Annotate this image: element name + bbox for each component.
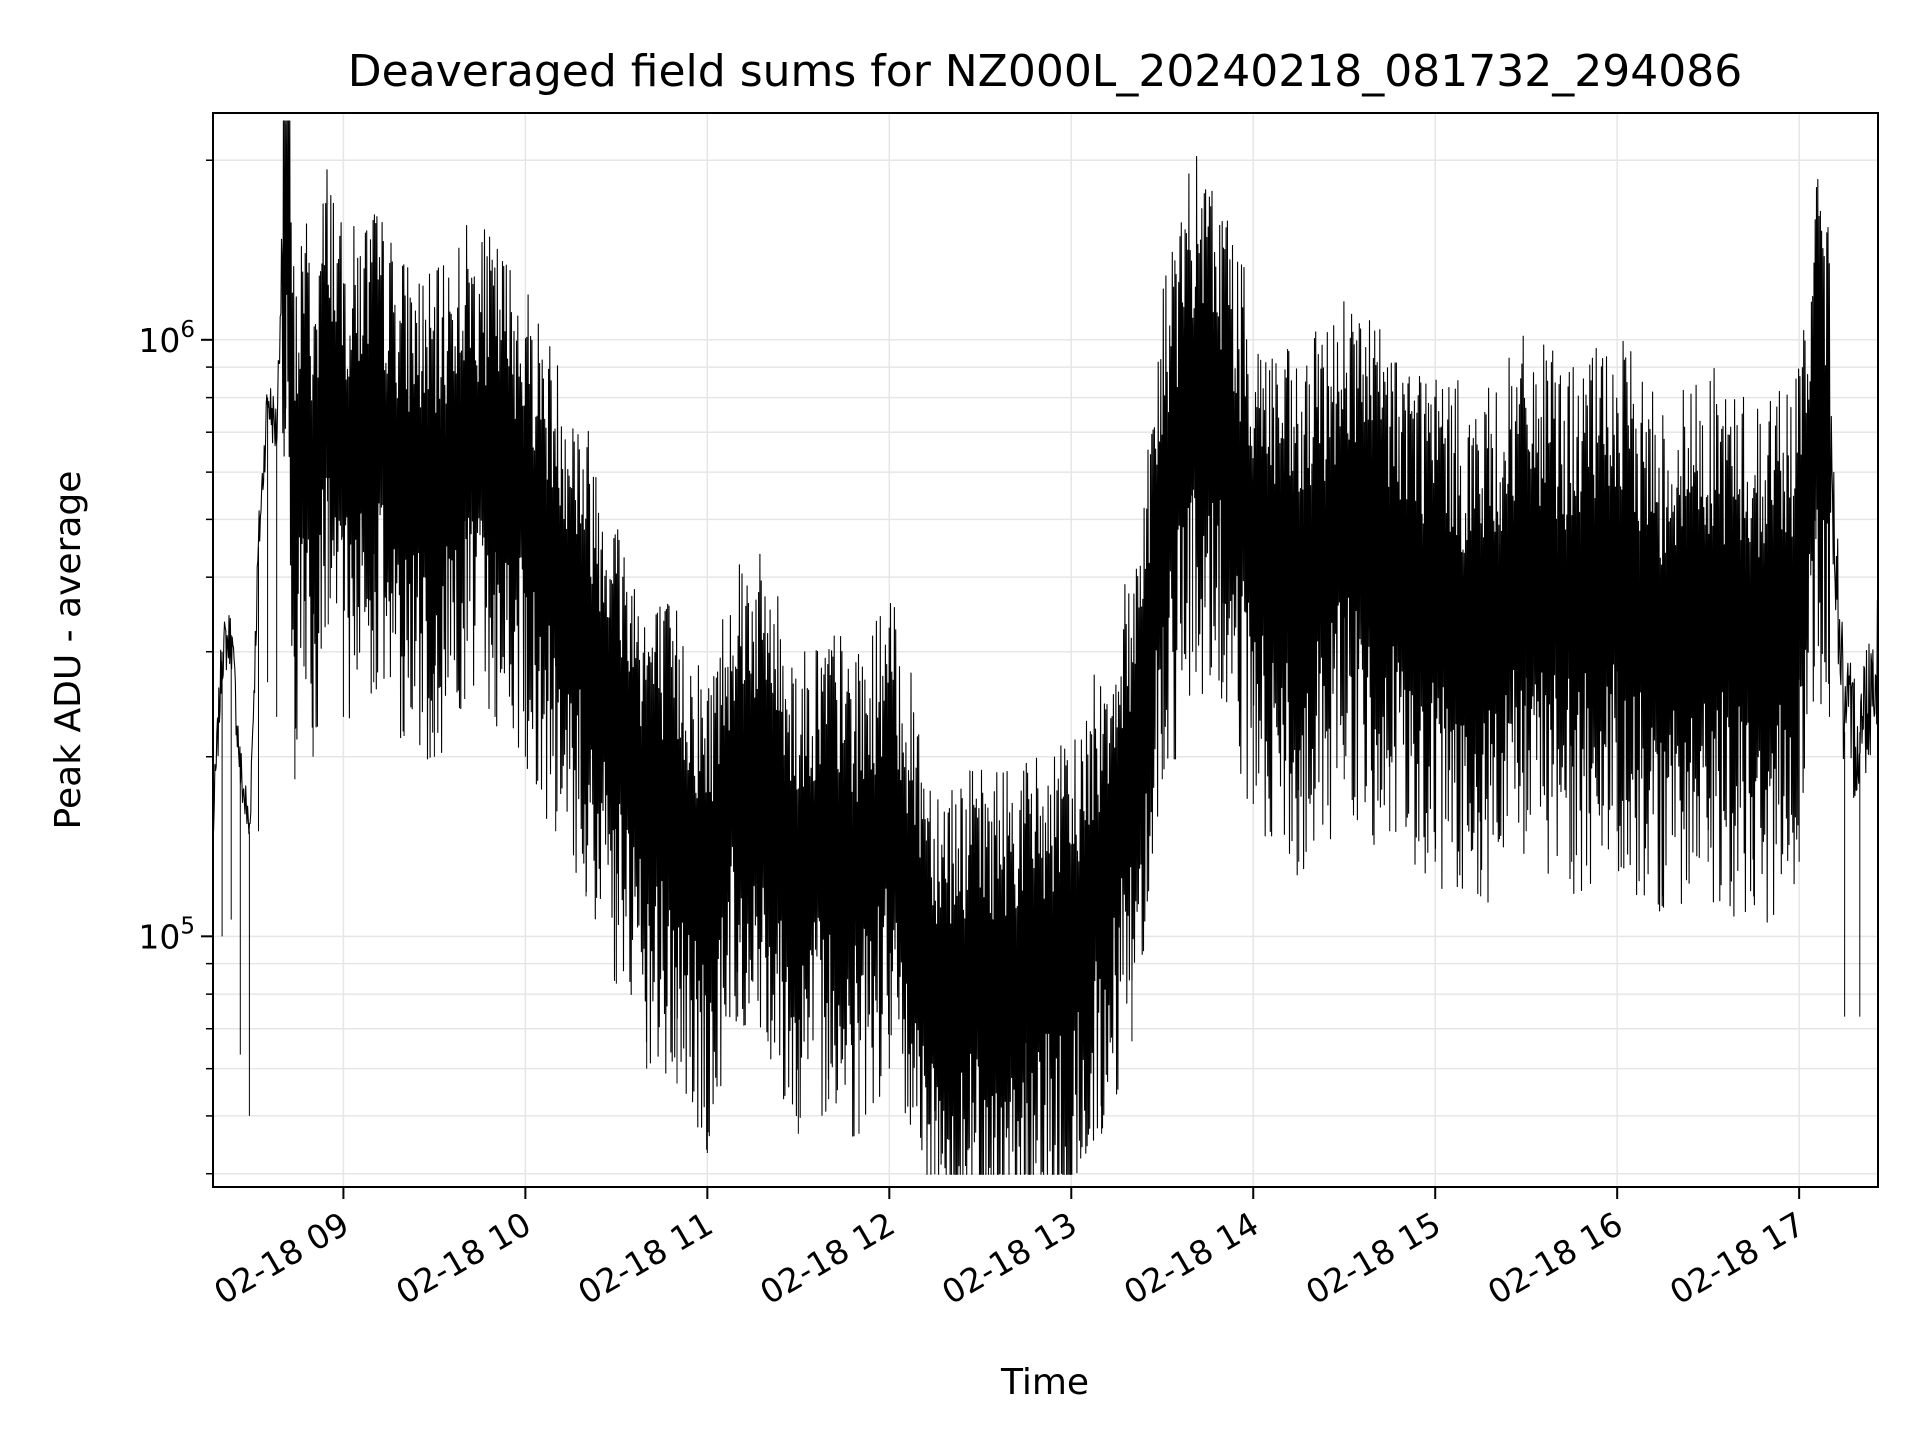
y-tick-label: 106 (138, 317, 195, 360)
series-line (212, 120, 1879, 1175)
y-tick-label: 105 (138, 913, 195, 956)
x-axis-label: Time (1000, 1362, 1089, 1403)
plot-frame (212, 112, 1879, 1188)
chart-title: Deaveraged field sums for NZ000L_2024021… (348, 46, 1742, 97)
y-axis-label: Peak ADU - average (48, 471, 89, 830)
y-axis: 105 106 (138, 159, 213, 1175)
series-line-layer (212, 120, 1879, 1175)
